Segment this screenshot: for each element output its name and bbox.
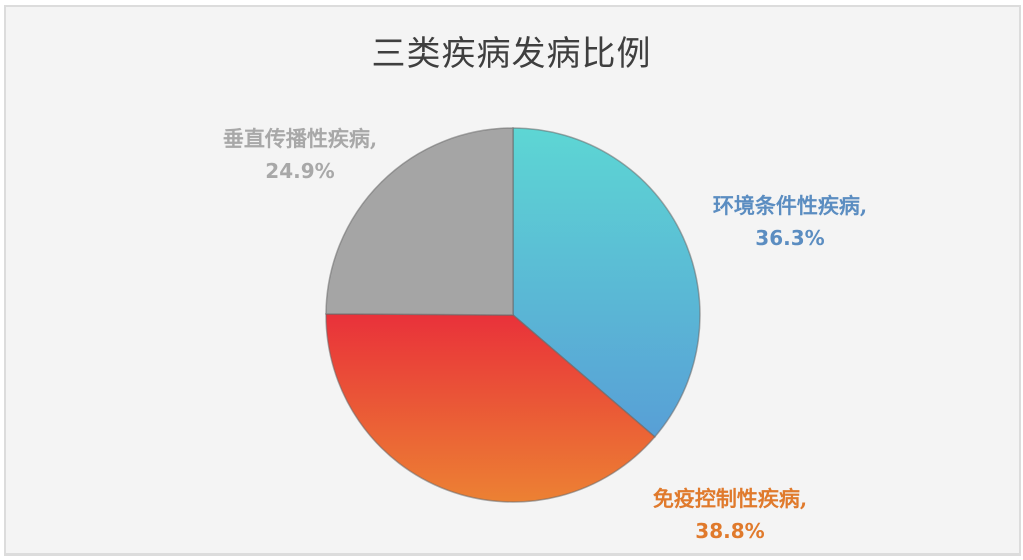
pie-slice-immune	[325, 313, 656, 503]
data-label-immune: 免疫控制性疾病, 38.8%	[652, 486, 808, 543]
chart-title: 三类疾病发病比例	[371, 34, 652, 74]
pie-slice-vertical	[325, 127, 514, 316]
pie-slice-environmental	[512, 127, 701, 438]
data-label-environmental: 环境条件性疾病, 36.3%	[712, 193, 868, 250]
data-label-vertical: 垂直传播性疾病, 24.9%	[222, 126, 378, 183]
